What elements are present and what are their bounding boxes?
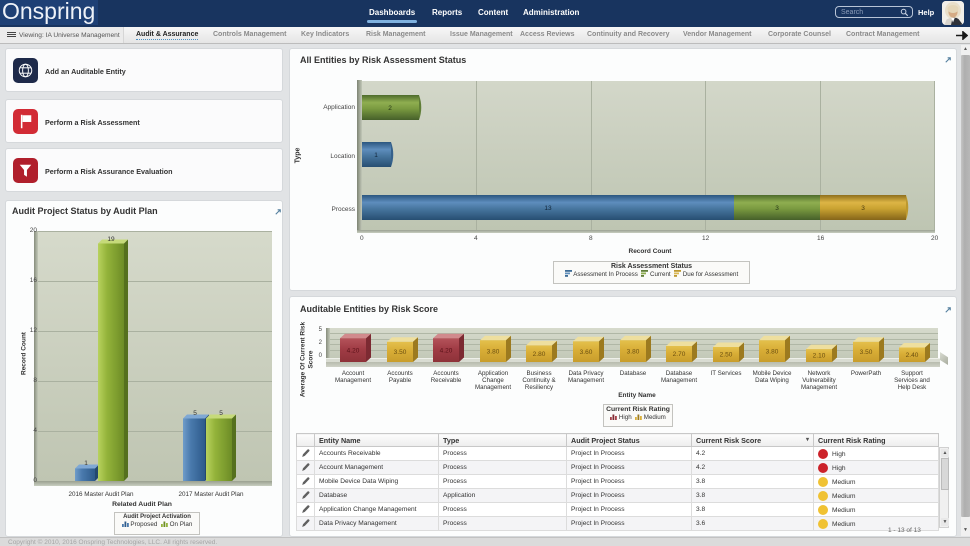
svg-text:3.80: 3.80	[627, 348, 640, 355]
svg-text:13: 13	[544, 205, 552, 212]
svg-text:3: 3	[861, 205, 865, 212]
svg-text:3.80: 3.80	[487, 348, 500, 355]
svg-text:3.50: 3.50	[394, 349, 407, 356]
svg-text:2.80: 2.80	[533, 351, 546, 358]
svg-text:3.60: 3.60	[580, 349, 593, 356]
svg-text:3.50: 3.50	[860, 349, 873, 356]
svg-text:2.10: 2.10	[813, 353, 826, 360]
svg-text:2.40: 2.40	[906, 352, 919, 359]
svg-text:3: 3	[775, 205, 779, 212]
svg-text:2.50: 2.50	[720, 352, 733, 359]
svg-text:2: 2	[388, 105, 392, 112]
svg-text:2.70: 2.70	[673, 351, 686, 358]
svg-text:1: 1	[374, 152, 378, 159]
svg-text:4.20: 4.20	[440, 347, 453, 354]
svg-text:4.20: 4.20	[347, 347, 360, 354]
svg-text:3.80: 3.80	[766, 348, 779, 355]
